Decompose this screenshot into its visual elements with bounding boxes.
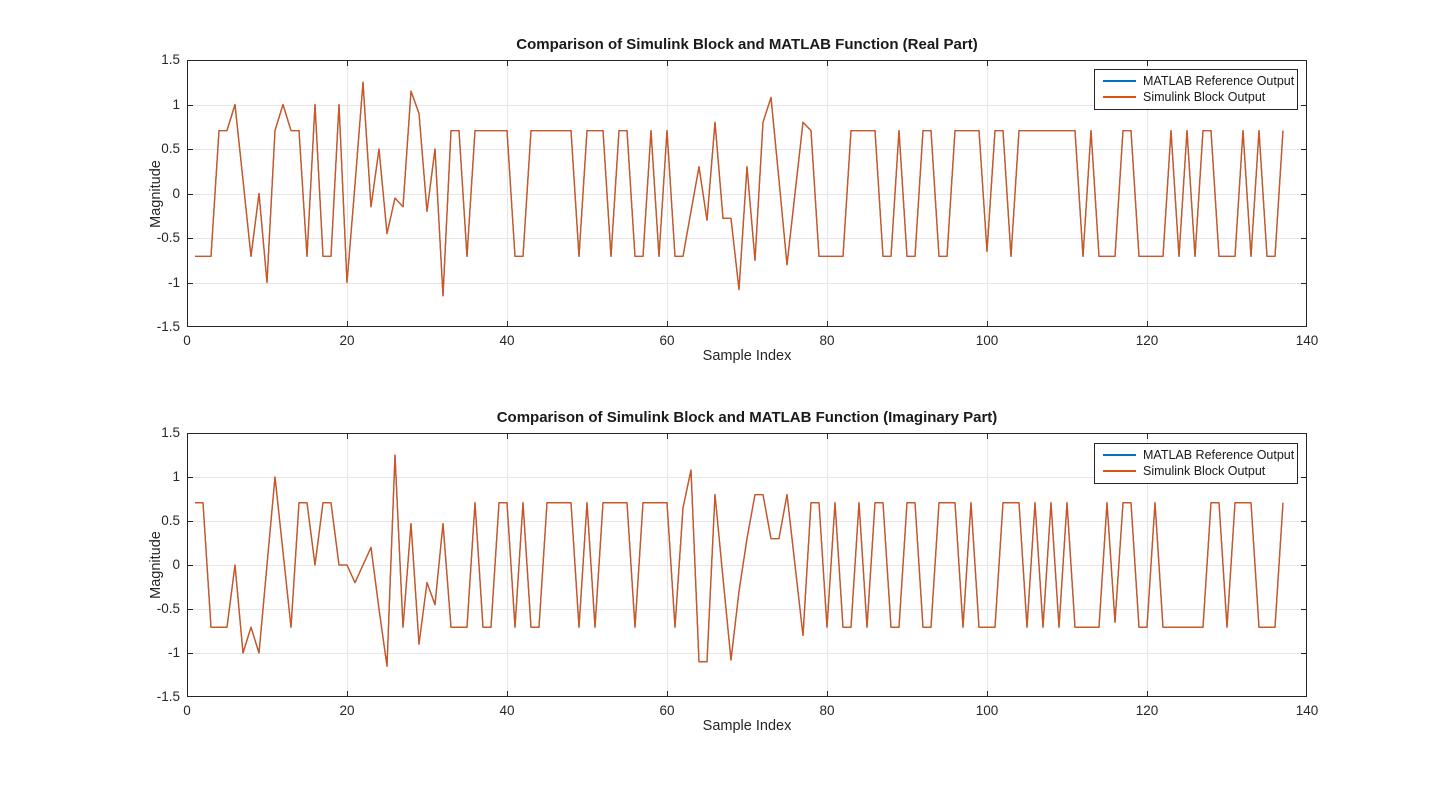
series-line-simulink-block — [195, 454, 1284, 667]
y-tick-label: -1.5 — [156, 319, 180, 334]
plot1-title: Comparison of Simulink Block and MATLAB … — [516, 36, 978, 53]
y-tick-label: 1 — [172, 96, 180, 112]
x-tick-label: 80 — [819, 333, 835, 348]
x-tick-label: 40 — [499, 333, 515, 348]
plot2-axes — [187, 433, 1307, 697]
legend-label: Simulink Block Output — [1143, 464, 1266, 478]
legend-entry-simulink-output: Simulink Block Output — [1095, 89, 1297, 105]
x-tick-label: 0 — [183, 703, 191, 718]
x-tick-label: 120 — [1135, 333, 1159, 348]
x-tick-label: 20 — [339, 333, 355, 348]
plot1-ylabel: Magnitude — [148, 160, 164, 228]
series-line-matlab-reference — [195, 454, 1284, 667]
axes-box — [187, 60, 1307, 327]
plot2-ylabel: Magnitude — [148, 531, 164, 599]
x-tick-label: 40 — [499, 703, 515, 718]
plot1-xlabel: Sample Index — [702, 348, 792, 364]
legend-label: MATLAB Reference Output — [1143, 448, 1295, 462]
x-tick-label: 140 — [1295, 333, 1319, 348]
legend-label: MATLAB Reference Output — [1143, 74, 1295, 88]
x-tick-label: 60 — [659, 703, 675, 718]
plot1-legend: MATLAB Reference Output Simulink Block O… — [1094, 69, 1298, 110]
series-line-simulink-block — [195, 81, 1284, 297]
legend-line-sample-blue — [1103, 454, 1136, 456]
legend-entry-matlab-reference: MATLAB Reference Output — [1095, 73, 1297, 89]
plot2-title: Comparison of Simulink Block and MATLAB … — [496, 409, 998, 426]
legend-line-sample-orange — [1103, 96, 1136, 98]
axes-box — [187, 433, 1307, 697]
legend-entry-matlab-reference: MATLAB Reference Output — [1095, 447, 1297, 463]
y-tick-label: 1.5 — [161, 425, 180, 440]
legend-line-sample-orange — [1103, 470, 1136, 472]
x-tick-label: 20 — [339, 703, 355, 718]
y-tick-label: -1 — [167, 274, 180, 290]
x-tick-label: 0 — [183, 333, 191, 348]
x-tick-label: 100 — [975, 333, 999, 348]
x-tick-label: 140 — [1295, 703, 1319, 718]
y-tick-label: 1.5 — [161, 52, 180, 67]
y-tick-label: -1.5 — [156, 689, 180, 704]
x-tick-label: 60 — [659, 333, 675, 348]
x-tick-label: 80 — [819, 703, 835, 718]
x-tick-label: 120 — [1135, 703, 1159, 718]
x-tick-label: 100 — [975, 703, 999, 718]
legend-entry-simulink-output: Simulink Block Output — [1095, 463, 1297, 479]
plot2-xlabel: Sample Index — [702, 718, 792, 734]
y-tick-label: 1 — [172, 469, 180, 484]
y-tick-label: -1 — [167, 645, 180, 660]
legend-label: Simulink Block Output — [1143, 90, 1266, 104]
plot2-legend: MATLAB Reference Output Simulink Block O… — [1094, 443, 1298, 484]
legend-line-sample-blue — [1103, 80, 1136, 82]
